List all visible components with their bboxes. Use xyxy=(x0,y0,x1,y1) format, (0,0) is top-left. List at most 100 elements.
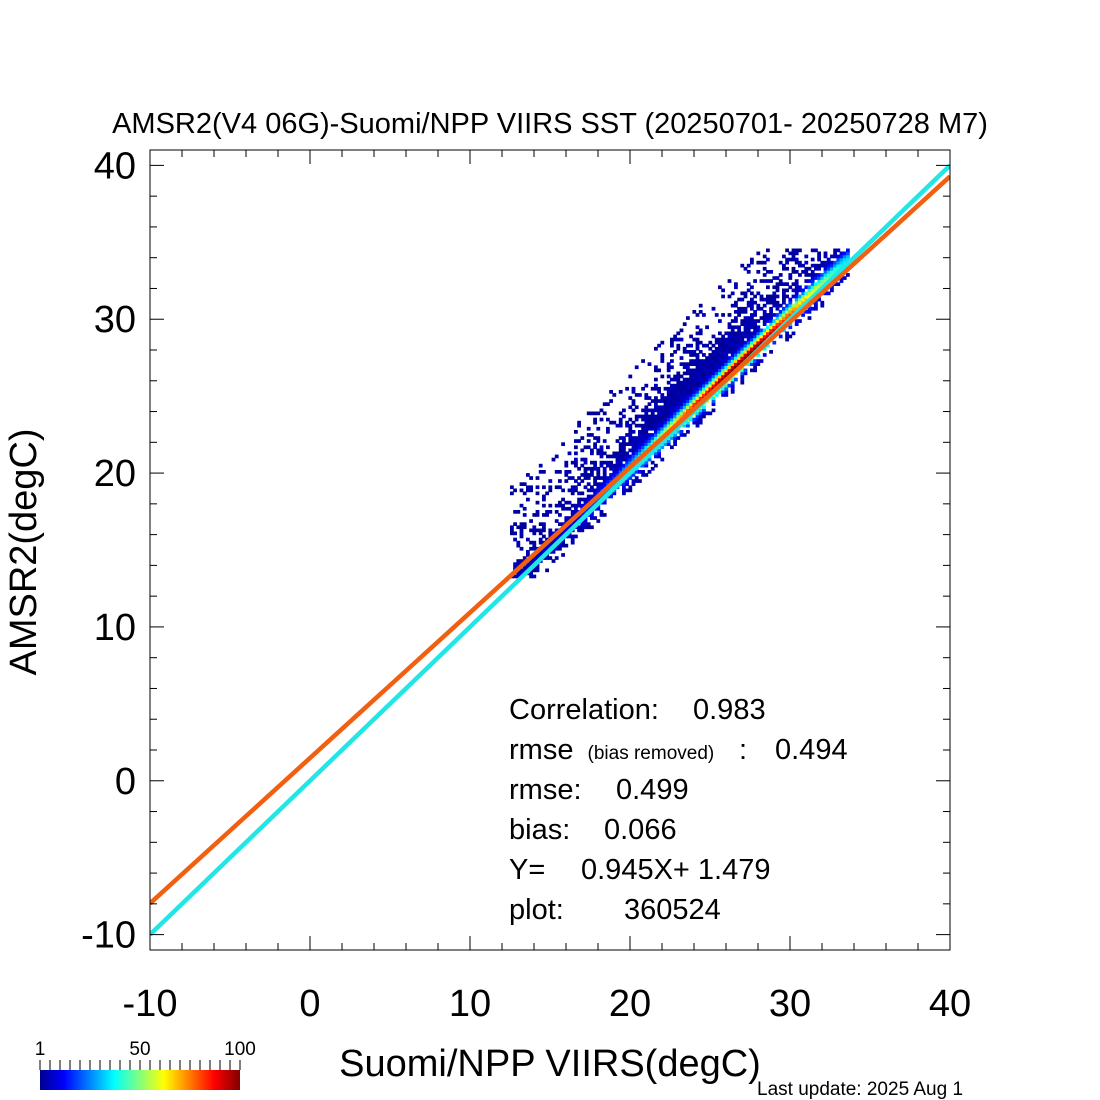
density-cell xyxy=(721,346,725,351)
density-cell xyxy=(567,470,572,474)
density-cell xyxy=(762,316,767,320)
density-cell xyxy=(727,340,732,345)
density-cell xyxy=(679,405,684,410)
density-cell xyxy=(721,386,725,391)
density-cell xyxy=(564,519,569,523)
density-cell xyxy=(596,488,601,493)
density-cell xyxy=(766,334,770,339)
density-cell xyxy=(814,300,818,305)
density-cell xyxy=(794,291,799,296)
density-cell xyxy=(586,522,591,526)
plot-count-label: plot: xyxy=(509,894,564,926)
density-cell xyxy=(618,442,623,446)
density-cell xyxy=(644,436,649,440)
density-cell xyxy=(817,276,821,280)
density-cell xyxy=(532,568,537,573)
density-cell xyxy=(766,328,770,333)
density-cell xyxy=(743,319,748,323)
density-cell xyxy=(721,340,725,345)
density-cell xyxy=(628,374,633,379)
density-cell xyxy=(734,337,738,342)
x-tick-label: 0 xyxy=(299,983,320,1025)
density-cell xyxy=(542,485,546,490)
density-cell xyxy=(650,460,655,465)
density-cell xyxy=(718,337,722,342)
density-cell xyxy=(750,316,754,320)
svg-text:rmse (bias removed): rmse (bias removed) : 0.494 xyxy=(509,734,848,766)
density-cell xyxy=(698,411,703,416)
density-cell xyxy=(625,420,629,425)
density-cell xyxy=(839,257,844,262)
density-cell xyxy=(775,306,780,311)
density-cell xyxy=(631,390,636,394)
density-cell xyxy=(759,297,764,302)
density-cell xyxy=(593,482,597,486)
density-cell xyxy=(609,479,613,483)
density-cell xyxy=(596,411,601,416)
density-cell xyxy=(686,343,690,348)
density-cell xyxy=(686,420,690,425)
density-cell xyxy=(692,371,697,376)
density-cell xyxy=(676,380,681,385)
density-cell xyxy=(698,383,703,388)
density-cell xyxy=(570,503,575,508)
density-cell xyxy=(580,457,585,462)
density-cell xyxy=(519,482,524,486)
density-cell xyxy=(535,500,540,505)
density-cell xyxy=(743,294,748,299)
density-cell xyxy=(782,254,786,259)
density-cell xyxy=(676,402,681,406)
density-cell xyxy=(670,343,674,348)
density-cell xyxy=(753,343,757,348)
density-cell xyxy=(759,331,764,336)
density-cell xyxy=(782,282,786,286)
density-cell xyxy=(657,368,661,373)
density-cell xyxy=(817,254,821,259)
density-cell xyxy=(516,540,521,545)
density-cell xyxy=(740,297,745,302)
density-cell xyxy=(631,457,636,462)
density-cell xyxy=(599,408,604,413)
density-cell xyxy=(737,340,741,345)
density-cell xyxy=(692,377,697,382)
density-cell xyxy=(734,303,738,308)
density-cell xyxy=(609,460,613,465)
density-cell xyxy=(564,460,569,465)
density-cell xyxy=(622,463,626,468)
density-cell xyxy=(663,426,668,431)
density-cell xyxy=(628,405,633,410)
density-cell xyxy=(625,454,629,459)
density-cell xyxy=(727,350,732,354)
density-cell xyxy=(606,402,610,406)
density-cell xyxy=(593,479,597,483)
density-cell xyxy=(750,368,754,373)
density-cell xyxy=(599,494,604,499)
density-cell xyxy=(567,525,572,530)
density-cell xyxy=(644,383,649,388)
density-cell xyxy=(689,383,693,388)
density-cell xyxy=(609,466,613,471)
density-cell xyxy=(782,300,786,305)
density-cell xyxy=(702,353,706,357)
density-cell xyxy=(801,294,805,299)
density-cell xyxy=(574,451,578,456)
density-cell xyxy=(532,531,537,536)
density-cell xyxy=(746,350,751,354)
last-update: Last update: 2025 Aug 1 xyxy=(757,1079,963,1100)
density-cell xyxy=(718,331,722,336)
density-cell xyxy=(794,319,799,323)
density-cell xyxy=(631,402,636,406)
density-cell xyxy=(644,423,649,428)
density-cell xyxy=(586,445,591,450)
density-cell xyxy=(654,423,658,428)
density-cell xyxy=(618,470,623,474)
density-cell xyxy=(753,325,757,330)
density-cell xyxy=(794,300,799,305)
density-cell xyxy=(698,362,703,366)
density-cell xyxy=(577,466,581,471)
density-cell xyxy=(798,300,802,305)
density-cell xyxy=(673,390,677,394)
density-cell xyxy=(679,328,684,333)
density-cell xyxy=(679,380,684,385)
density-cell xyxy=(580,497,585,502)
